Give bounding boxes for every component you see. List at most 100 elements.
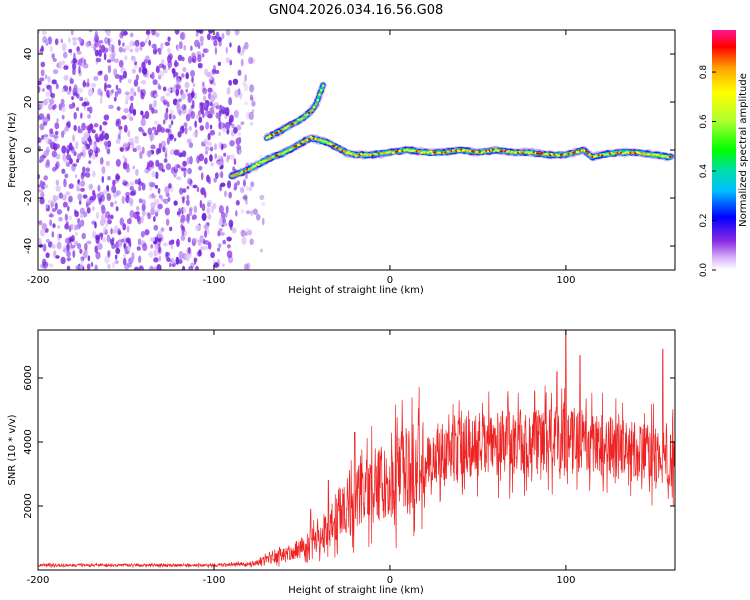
noise-blob: [176, 100, 180, 109]
noise-blob: [38, 80, 42, 86]
noise-blob: [149, 237, 156, 242]
noise-cloud: [38, 30, 266, 270]
noise-blob: [52, 69, 59, 75]
noise-blob: [77, 217, 81, 225]
x-tick-label: 100: [556, 575, 575, 586]
noise-blob: [195, 114, 199, 119]
noise-blob: [153, 266, 157, 270]
noise-blob: [91, 206, 95, 211]
noise-blob: [240, 58, 244, 67]
noise-blob: [248, 111, 254, 121]
noise-blob: [165, 128, 171, 133]
noise-blob: [43, 175, 48, 181]
noise-blob: [93, 75, 99, 81]
noise-blob: [226, 180, 232, 189]
noise-blob: [66, 257, 71, 262]
noise-blob: [167, 60, 173, 68]
noise-blob: [158, 143, 162, 151]
noise-blob: [63, 75, 69, 81]
noise-blob: [71, 96, 74, 100]
noise-blob: [233, 158, 237, 165]
noise-blob: [177, 98, 182, 103]
noise-blob: [202, 81, 205, 87]
x-tick-label: -100: [203, 575, 226, 586]
y-tick-label: -40: [23, 238, 34, 254]
noise-blob: [42, 35, 47, 44]
noise-blob: [164, 112, 169, 121]
noise-blob: [141, 67, 148, 75]
noise-blob: [205, 121, 210, 130]
noise-blob: [200, 172, 204, 181]
noise-blob: [171, 113, 174, 121]
noise-blob: [201, 203, 206, 212]
noise-blob: [80, 112, 83, 119]
noise-blob: [147, 59, 152, 66]
noise-blob: [175, 84, 182, 90]
noise-blob: [140, 230, 145, 238]
noise-blob: [162, 242, 168, 247]
noise-blob: [191, 76, 194, 84]
noise-blob: [199, 125, 205, 131]
noise-blob: [65, 161, 71, 167]
noise-blob: [186, 138, 192, 144]
y-tick-label: 0: [23, 147, 34, 153]
noise-blob: [57, 225, 61, 229]
noise-blob: [154, 129, 159, 136]
noise-blob: [155, 65, 160, 74]
noise-blob: [76, 107, 80, 112]
noise-blob: [146, 34, 150, 41]
noise-blob: [38, 85, 41, 94]
y-tick-label: 6000: [23, 365, 34, 390]
noise-blob: [192, 238, 198, 243]
noise-blob: [195, 224, 201, 232]
noise-blob: [77, 125, 81, 133]
noise-blob: [180, 92, 187, 100]
noise-blob: [135, 168, 139, 176]
noise-blob: [203, 224, 210, 230]
noise-blob: [198, 116, 203, 123]
noise-blob: [199, 30, 203, 35]
noise-blob: [197, 62, 203, 69]
noise-blob: [78, 181, 84, 187]
snr-x-ticks: -200 -100 0 100: [27, 330, 575, 586]
noise-blob: [90, 262, 94, 267]
upper-branch-blob-peak: [288, 124, 291, 127]
noise-blob: [176, 238, 180, 248]
noise-blob: [190, 69, 195, 78]
noise-blob: [94, 221, 97, 229]
noise-blob: [225, 46, 229, 54]
noise-blob: [88, 135, 92, 144]
noise-blob: [165, 92, 171, 97]
noise-blob: [108, 104, 114, 110]
noise-blob: [108, 43, 115, 53]
noise-blob: [62, 51, 68, 59]
noise-blob: [130, 255, 135, 262]
noise-blob: [105, 211, 111, 219]
noise-blob: [153, 99, 157, 108]
noise-blob: [53, 134, 59, 139]
noise-blob: [73, 124, 77, 132]
noise-blob: [152, 79, 158, 86]
colorbar-tick-label: 0.4: [699, 164, 709, 179]
noise-blob: [138, 265, 144, 270]
noise-blob: [120, 30, 126, 37]
noise-blob: [95, 234, 101, 241]
noise-blob: [210, 162, 214, 167]
noise-blob: [109, 38, 113, 42]
noise-blob: [226, 250, 233, 259]
noise-blob: [188, 246, 191, 254]
noise-blob: [107, 263, 111, 270]
noise-blob: [186, 185, 190, 190]
signal-blob-peak: [330, 143, 333, 146]
noise-blob: [56, 118, 59, 123]
noise-blob: [79, 58, 84, 63]
noise-blob: [218, 131, 221, 137]
noise-blob: [138, 185, 142, 192]
noise-blob: [151, 107, 155, 115]
noise-blob: [249, 94, 253, 100]
noise-blob: [245, 210, 251, 215]
x-tick-label: 100: [556, 275, 575, 286]
noise-blob: [179, 218, 185, 224]
noise-blob: [219, 158, 224, 166]
noise-blob: [224, 107, 230, 116]
